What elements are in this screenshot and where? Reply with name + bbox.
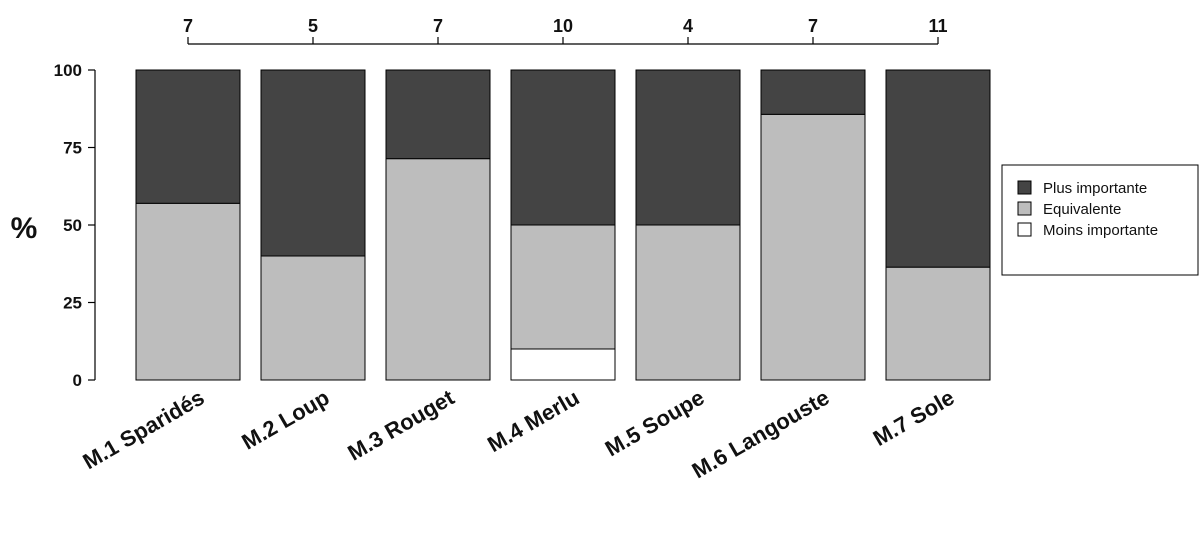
top-count-axis: 7 5 7 10 4 7 11 xyxy=(183,16,948,45)
y-tick-label-50: 50 xyxy=(63,216,82,235)
y-axis: 0 25 50 75 100 xyxy=(54,61,96,390)
bar-segment-3-equivalente xyxy=(385,158,491,381)
bar-segment-2-equivalente xyxy=(260,255,366,381)
bar-segment-4-equivalente xyxy=(510,224,616,350)
count-label-7: 11 xyxy=(928,16,947,36)
count-label-2: 5 xyxy=(308,16,318,36)
category-label-5: M.5 Soupe xyxy=(601,385,709,462)
count-label-3: 7 xyxy=(433,16,443,36)
legend-box xyxy=(1001,164,1199,276)
count-label-1: 7 xyxy=(183,16,193,36)
y-axis-label: % xyxy=(11,212,38,245)
bar-segment-1-plus-importante xyxy=(135,69,241,204)
category-label-3: M.3 Rouget xyxy=(343,384,459,465)
legend-swatch-3 xyxy=(1017,222,1032,237)
bar-segment-4-plus-importante xyxy=(510,69,616,226)
bar-segment-1-equivalente xyxy=(135,202,241,381)
count-label-5: 4 xyxy=(683,16,693,36)
count-label-6: 7 xyxy=(808,16,818,36)
bar-segment-5-equivalente xyxy=(635,224,741,381)
legend-label-2: Equivalente xyxy=(1043,201,1121,218)
bar-segment-7-plus-importante xyxy=(885,69,991,268)
bar-segment-2-plus-importante xyxy=(260,69,366,257)
y-tick-label-25: 25 xyxy=(63,294,82,313)
count-label-4: 10 xyxy=(553,16,573,36)
bar-segment-7-equivalente xyxy=(885,266,991,381)
category-label-6: M.6 Langouste xyxy=(688,385,834,484)
x-axis-labels: M.1 Sparidés M.2 Loup M.3 Rouget M.4 Merlu M… xyxy=(78,384,958,483)
category-label-2: M.2 Loup xyxy=(237,385,333,455)
legend-swatch-2 xyxy=(1017,201,1032,216)
category-label-7: M.7 Sole xyxy=(869,385,959,451)
bar-segment-4-moins-importante xyxy=(510,348,616,381)
bar-segment-3-plus-importante xyxy=(385,69,491,160)
category-label-1: M.1 Sparidés xyxy=(78,385,208,475)
bar-segment-6-equivalente xyxy=(760,113,866,381)
legend: Plus importante Equivalente Moins importan… xyxy=(1001,164,1199,276)
bars-layer xyxy=(135,69,991,381)
legend-label-3: Moins importante xyxy=(1043,222,1158,239)
y-tick-label-0: 0 xyxy=(73,371,82,390)
category-label-4: M.4 Merlu xyxy=(483,385,583,457)
y-tick-label-100: 100 xyxy=(54,61,82,80)
legend-label-1: Plus importante xyxy=(1043,180,1147,197)
bar-segment-5-plus-importante xyxy=(635,69,741,226)
bar-segment-6-plus-importante xyxy=(760,69,866,115)
y-tick-label-75: 75 xyxy=(63,139,82,158)
legend-swatch-1 xyxy=(1017,180,1032,195)
